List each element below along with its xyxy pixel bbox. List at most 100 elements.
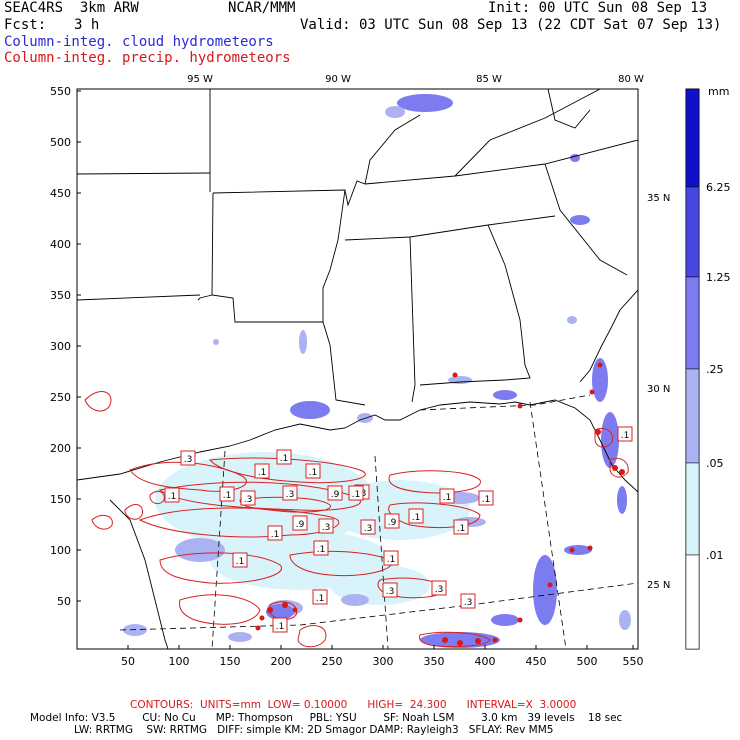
precip-contour [269,601,298,620]
lat-label: 25 N [647,580,670,591]
contour-label-box: .1 [254,463,270,479]
contour-label-box: .1 [312,589,328,605]
boundary-line [344,215,556,241]
contour-label-box: .1 [348,485,364,501]
contour-label-box: .9 [327,485,343,501]
colorbar-segment [685,276,700,370]
colorbar-label: .25 [706,363,724,376]
precip-dot [267,607,273,613]
precip-contour [138,507,340,538]
contour-label-frame [282,485,298,501]
contour-label-text: .3 [364,524,373,534]
cloud-patch [397,94,453,112]
contour-label-frame [348,485,364,501]
precip-dot [589,389,595,395]
lon-label: 85 W [476,74,502,85]
contour-label-text: .1 [317,545,326,555]
x-tick-label: 450 [526,655,547,668]
contour-label-box: .1 [383,550,399,566]
contour-label-text: .1 [443,493,452,503]
y-tick-label: 500 [50,136,71,149]
boundary-line [76,172,211,175]
contour-label-text: .1 [482,495,491,505]
precip-dot [612,465,618,471]
cloud-patch [592,358,608,402]
model-info-line2: LW: RRTMG SW: RRTMG DIFF: simple KM: 2D … [74,724,554,736]
colorbar-segment [685,554,700,650]
boundary-line [544,163,628,276]
precip-contour [388,470,481,494]
x-tick-label: 250 [322,655,343,668]
forecast-hour: 3 h [74,17,100,33]
precip-contour [289,550,393,577]
map-figure: .3 .1 .1 .1 .1 .1 .3 .3 .9 .3 .1 .1 .1 .1 .1 .9 .3 .3 .9 .1… [50,74,731,668]
contour-label-frame [327,485,343,501]
contour-label-text: .3 [244,495,253,505]
contour-label-frame [219,486,235,502]
y-tick-label: 350 [50,289,71,302]
precip-dot [292,607,298,613]
contour-label-box: .9 [384,513,400,529]
contour-label-frame [164,487,180,503]
valid-time: Valid: 03 UTC Sun 08 Sep 13 (22 CDT Sat … [300,17,722,33]
x-tick-label: 50 [121,655,135,668]
model-info-line1: Model Info: V3.5 CU: No Cu MP: Thompson … [30,712,623,724]
contour-label-box: .1 [313,540,329,556]
colorbar-label: .01 [706,549,724,562]
boundary-line [364,139,639,185]
x-tick-label: 100 [169,655,190,668]
cloud-patch [175,538,225,562]
cloud-patch [564,545,592,555]
precip-contour [124,504,144,520]
cloud-patch [493,390,517,400]
colorbar-label: 1.25 [706,271,731,284]
contour-label-text: .1 [316,594,325,604]
precip-contour [419,631,491,648]
colorbar-unit: mm [708,85,729,98]
contour-label-frame [292,515,308,531]
forecast-label: Fcst: [4,17,47,33]
contour-label-frame [478,490,494,506]
contour-label-text: .1 [412,513,421,523]
precip-contour [609,457,629,478]
y-tick-label: 550 [50,85,71,98]
precip-dot [457,640,463,646]
contour-label-frame [617,426,633,442]
contour-label-frame [312,589,328,605]
contour-label-box: .3 [382,582,398,598]
contour-label-box: .1 [272,617,288,633]
y-tick-label: 100 [50,544,71,557]
coastline-path [579,289,639,383]
y-tick-label: 450 [50,187,71,200]
contour-label-text: .1 [236,557,245,567]
contour-label-box: .1 [305,463,321,479]
contour-label-frame [272,617,288,633]
cloud-field-title: Column-integ. cloud hydrometeors [4,34,274,50]
precip-dot [442,637,448,643]
contour-label-text: .3 [386,587,395,597]
cloud-patch [570,215,590,225]
contour-label-box: .3 [431,580,447,596]
state-boundaries [76,88,639,406]
boundary-line [197,294,213,301]
boundary-line [212,180,366,207]
precip-dot [452,372,458,378]
cloud-patch [228,632,252,642]
x-tick-label: 550 [623,655,644,668]
coastline-path [109,499,169,650]
contour-label-frame [384,513,400,529]
contour-label-box: .3 [282,485,298,501]
lat-line-25 [119,582,639,631]
colorbar-segment [685,186,700,278]
y-tick-label: 300 [50,340,71,353]
x-tick-label: 350 [424,655,445,668]
coastline [76,289,639,650]
colorbar-segment [685,462,700,556]
contour-label-text: .3 [322,523,331,533]
cloud-patch [601,412,619,468]
precip-dot [282,602,288,608]
boundary-line [419,224,531,386]
coastline-path [76,399,639,493]
precip-contour [84,391,112,412]
precip-contour [594,427,614,448]
